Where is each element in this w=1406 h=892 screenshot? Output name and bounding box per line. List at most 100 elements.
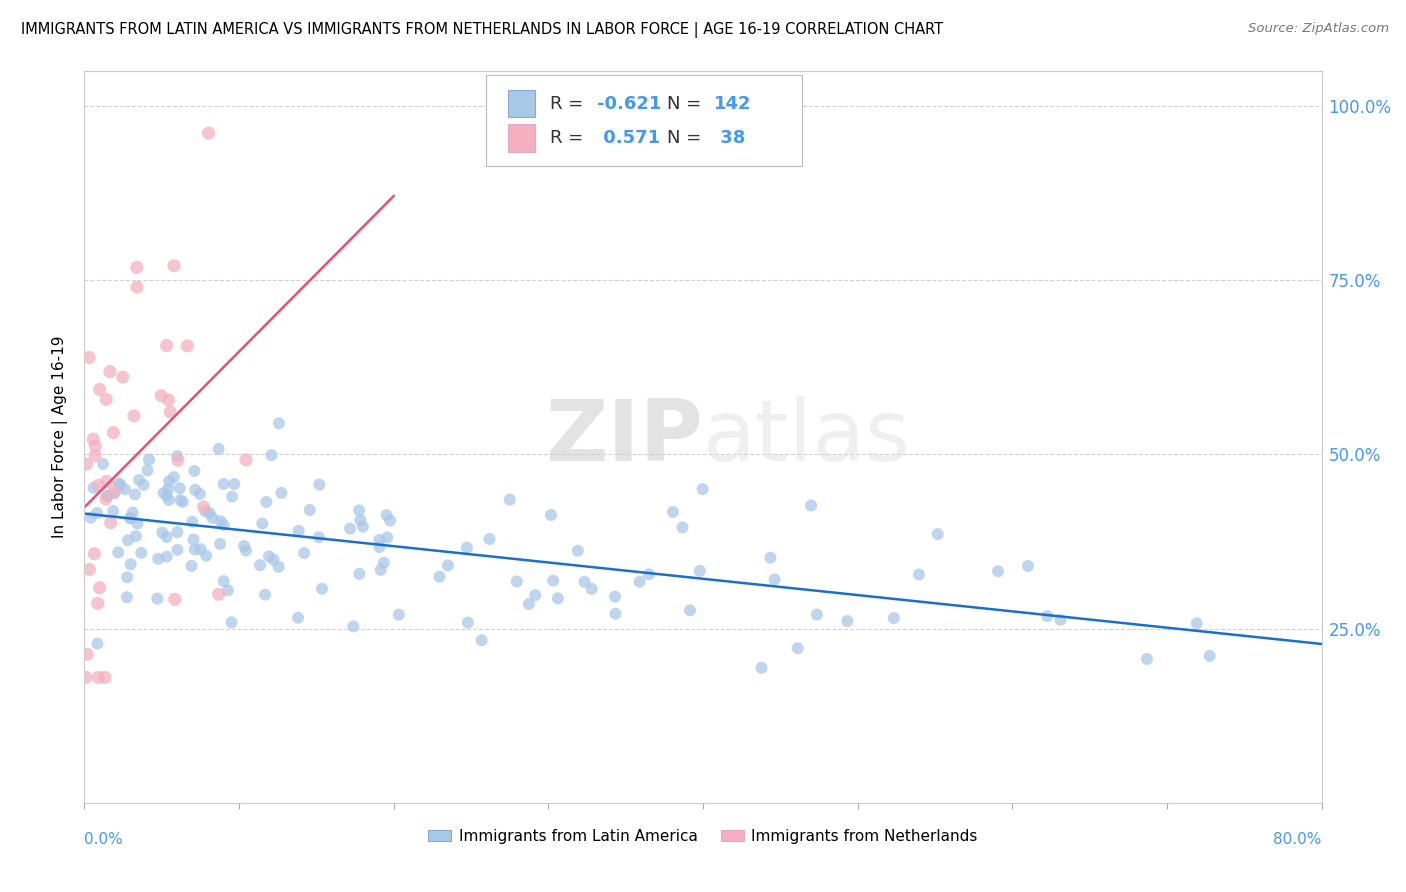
Point (217, 583, 239, 598)
FancyBboxPatch shape (486, 75, 801, 167)
Point (98, 365, 121, 379)
Point (429, 570, 451, 584)
Point (96, 475, 118, 489)
Point (152, 486, 174, 500)
Point (837, 614, 859, 628)
Text: 0.0%: 0.0% (84, 832, 124, 847)
Point (1136, 652, 1159, 666)
Point (267, 560, 290, 574)
Text: N =: N = (666, 129, 707, 147)
Point (157, 482, 180, 496)
Point (212, 517, 235, 532)
Point (1049, 613, 1071, 627)
Point (125, 260, 148, 275)
Point (94, 491, 117, 506)
Point (83, 547, 105, 561)
Point (124, 487, 146, 501)
Point (287, 610, 309, 624)
Point (138, 452, 160, 467)
Point (87, 670, 110, 684)
Point (349, 566, 371, 581)
Point (75, 670, 97, 684)
Point (156, 489, 179, 503)
Point (201, 511, 224, 525)
Text: R =: R = (550, 95, 589, 112)
FancyBboxPatch shape (508, 89, 534, 118)
Point (157, 392, 180, 407)
Point (96, 392, 118, 407)
Point (235, 543, 257, 558)
Point (108, 476, 131, 491)
Point (388, 607, 411, 622)
Point (908, 567, 931, 582)
Point (150, 389, 173, 403)
Point (120, 558, 142, 572)
Point (125, 529, 148, 543)
Point (883, 611, 905, 625)
Legend: Immigrants from Latin America, Immigrants from Netherlands: Immigrants from Latin America, Immigrant… (422, 822, 984, 850)
Point (156, 338, 179, 352)
Point (136, 463, 159, 477)
Point (117, 533, 139, 548)
Point (342, 619, 364, 633)
Point (172, 495, 194, 509)
Point (987, 564, 1010, 578)
Point (121, 506, 143, 520)
Point (115, 591, 138, 605)
Point (87, 478, 110, 492)
Point (806, 607, 828, 622)
Point (76, 648, 98, 662)
Point (506, 574, 529, 589)
Point (114, 483, 136, 497)
Point (478, 532, 501, 546)
Point (252, 516, 274, 531)
Point (257, 549, 280, 564)
Point (692, 482, 714, 496)
Point (574, 574, 596, 589)
Point (163, 470, 186, 484)
Point (689, 564, 711, 578)
Y-axis label: In Labor Force | Age 16-19: In Labor Force | Age 16-19 (52, 335, 69, 539)
Point (212, 477, 235, 491)
Point (194, 504, 217, 518)
Point (800, 499, 823, 513)
Text: Source: ZipAtlas.com: Source: ZipAtlas.com (1249, 22, 1389, 36)
Point (603, 590, 626, 604)
Point (100, 516, 122, 530)
Point (122, 409, 145, 423)
Point (169, 481, 191, 495)
Text: 38: 38 (714, 129, 745, 147)
Point (235, 453, 257, 467)
Point (167, 453, 190, 467)
Point (224, 477, 246, 491)
Point (166, 449, 188, 463)
Point (207, 587, 229, 601)
Point (91, 457, 114, 471)
Point (127, 516, 149, 531)
Point (157, 475, 180, 489)
Point (524, 588, 547, 602)
Point (456, 541, 478, 555)
Point (370, 563, 392, 577)
Point (253, 588, 276, 602)
Point (176, 339, 198, 353)
Point (1185, 616, 1208, 631)
Text: 80.0%: 80.0% (1274, 832, 1322, 847)
Point (347, 503, 370, 517)
Point (184, 542, 207, 557)
Point (129, 546, 152, 560)
Point (1017, 559, 1039, 574)
Point (125, 280, 148, 294)
Text: R =: R = (550, 129, 589, 147)
Point (156, 549, 179, 564)
Point (193, 500, 215, 514)
Point (103, 484, 125, 499)
Point (378, 514, 401, 528)
Point (156, 530, 179, 544)
Point (146, 591, 169, 606)
Point (166, 542, 188, 557)
Point (927, 527, 949, 541)
Point (352, 519, 374, 533)
Point (233, 539, 256, 553)
Point (267, 417, 290, 431)
